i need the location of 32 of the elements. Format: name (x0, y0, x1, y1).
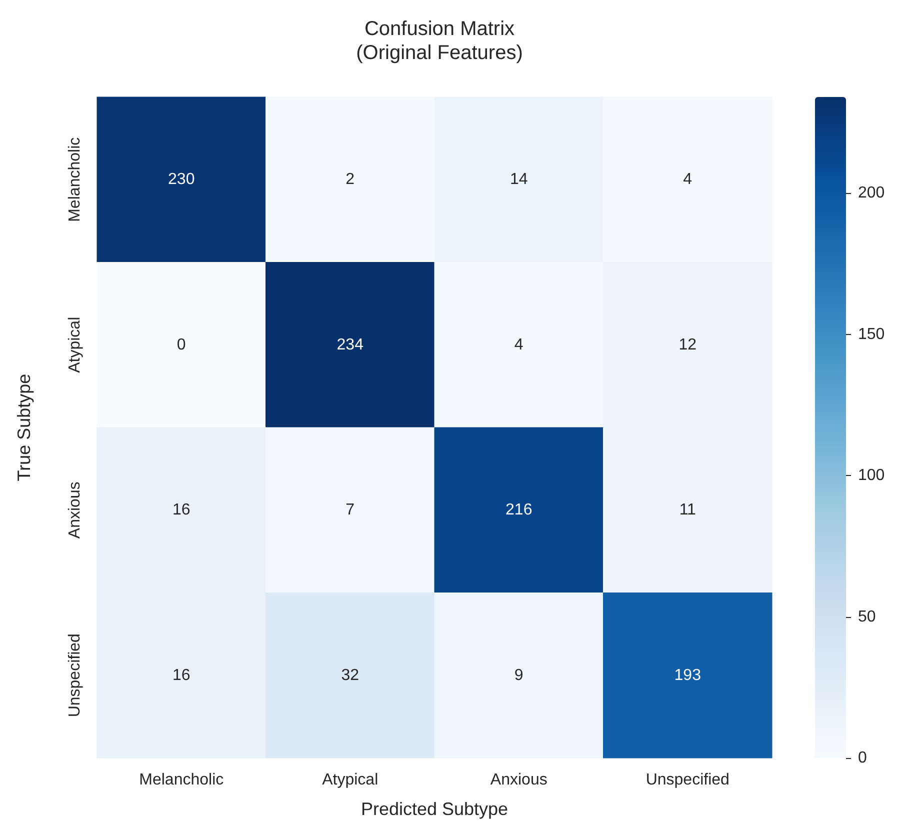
data-label: 234 (336, 336, 364, 354)
y-axis-title: True Subtype (14, 374, 34, 482)
data-label: 4 (514, 336, 524, 354)
data-label: 0 (176, 336, 186, 354)
y-tick-label: Atypical (66, 316, 84, 373)
data-label: 11 (679, 502, 696, 519)
x-tick-label: Melancholic (139, 772, 224, 788)
data-label: 16 (172, 502, 190, 519)
color-bar-label: 200 (858, 184, 885, 202)
color-bar-label: 50 (858, 608, 876, 626)
data-label: 216 (506, 502, 532, 519)
data-label: 4 (683, 171, 692, 188)
color-bar-label: 100 (858, 467, 885, 484)
data-label: 12 (678, 336, 697, 354)
x-tick-label: Atypical (322, 772, 378, 788)
data-label: 230 (168, 171, 195, 188)
data-label: 7 (346, 502, 355, 519)
chart-title: Confusion Matrix (Original Features) (356, 18, 523, 64)
data-label: 193 (674, 666, 702, 684)
data-label: 9 (514, 666, 524, 684)
x-axis-title: Predicted Subtype (360, 799, 508, 819)
x-tick-label: Anxious (490, 772, 548, 788)
x-tick-label: Unspecified (646, 772, 730, 788)
y-tick-label: Melancholic (66, 137, 84, 222)
y-tick-label: Unspecified (66, 634, 84, 718)
data-label: 2 (346, 171, 355, 188)
data-label: 16 (172, 666, 190, 684)
color-bar-label: 150 (858, 326, 885, 343)
data-label: 32 (341, 666, 360, 684)
y-tick-label: Anxious (66, 482, 84, 539)
color-bar-label: 0 (858, 750, 867, 766)
data-label: 14 (510, 171, 528, 188)
